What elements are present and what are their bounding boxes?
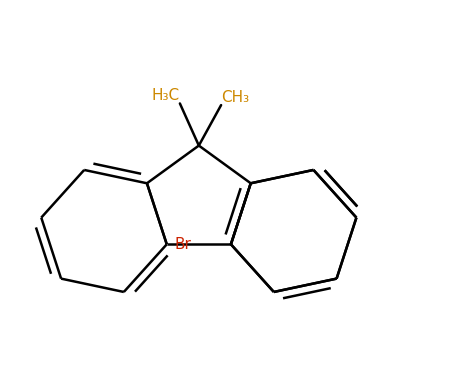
Text: CH₃: CH₃ bbox=[221, 90, 249, 105]
Text: H₃C: H₃C bbox=[152, 88, 180, 103]
Text: Br: Br bbox=[175, 237, 191, 252]
